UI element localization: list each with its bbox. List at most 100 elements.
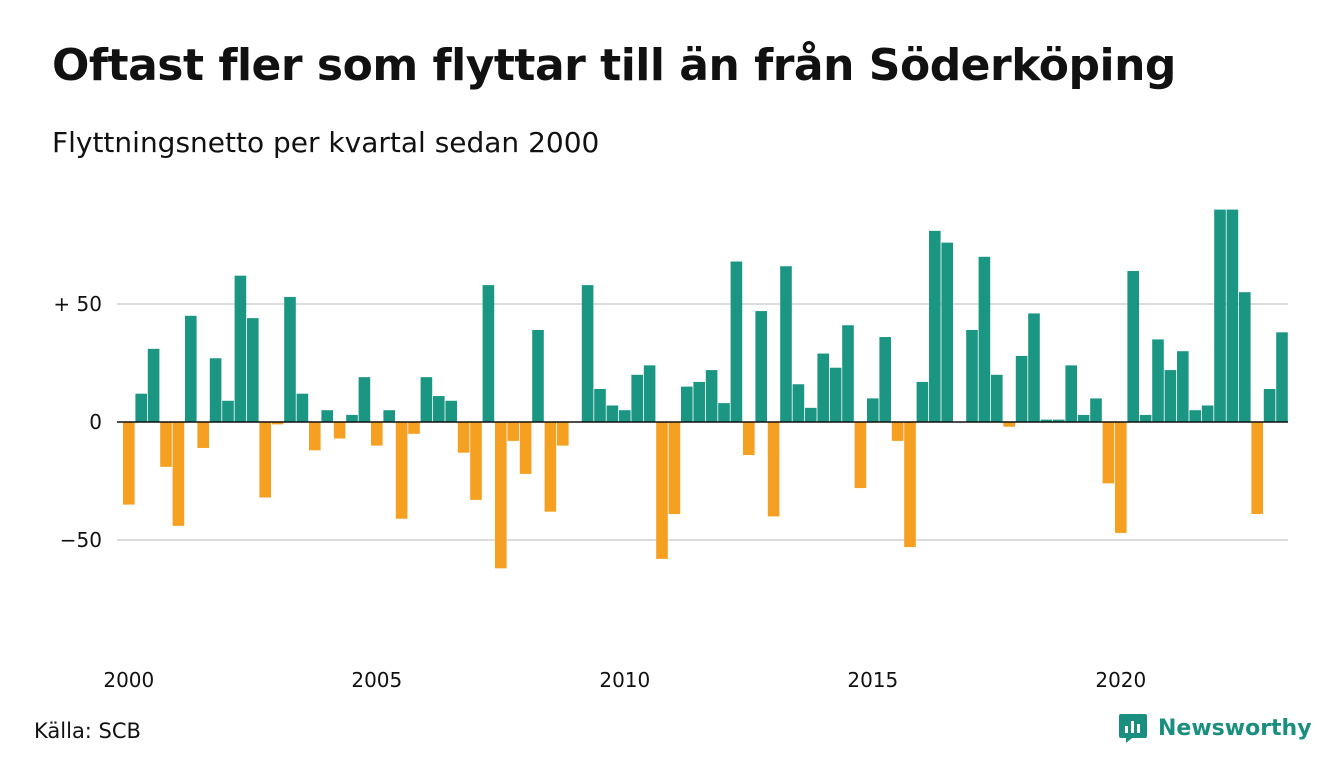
y-axis-ticks: + 50 0 −50 xyxy=(53,292,102,552)
chart-title: Oftast fler som flyttar till än från Söd… xyxy=(52,40,1176,91)
bar-2013Q3 xyxy=(792,384,805,422)
chart-subtitle: Flyttningsnetto per kvartal sedan 2000 xyxy=(52,126,600,159)
grid-lines xyxy=(117,303,1288,541)
x-tick-label: 2010 xyxy=(599,668,650,692)
bar-2001Q2 xyxy=(185,315,197,422)
bar-2022Q2 xyxy=(1226,209,1239,422)
bar-2014Q2 xyxy=(829,367,842,422)
bar-2015Q4 xyxy=(904,422,916,548)
bar-2004Q4 xyxy=(358,377,371,422)
bar-2017Q2 xyxy=(978,256,991,422)
y-tick-label: + 50 xyxy=(53,292,102,316)
bar-2005Q2 xyxy=(383,410,395,422)
bar-2006Q2 xyxy=(433,396,445,422)
bar-2008Q3 xyxy=(544,422,557,512)
bar-2009Q4 xyxy=(606,405,619,422)
bar-2013Q2 xyxy=(780,266,792,422)
bar-2012Q3 xyxy=(743,422,755,456)
source-note: Källa: SCB xyxy=(34,719,141,743)
bar-2004Q2 xyxy=(333,422,346,439)
bar-2006Q4 xyxy=(457,422,470,453)
bar-2007Q2 xyxy=(482,285,495,422)
bar-2020Q4 xyxy=(1152,339,1164,422)
bar-2002Q2 xyxy=(234,275,247,422)
bar-2017Q1 xyxy=(966,329,978,422)
bar-2022Q1 xyxy=(1214,209,1226,422)
bar-2009Q3 xyxy=(594,388,606,422)
bar-2017Q3 xyxy=(991,374,1003,422)
bar-2000Q1 xyxy=(123,422,135,505)
bar-2010Q4 xyxy=(656,422,668,559)
bar-2001Q3 xyxy=(197,422,209,448)
bar-2018Q3 xyxy=(1040,419,1053,422)
bar-2000Q4 xyxy=(160,422,172,467)
bar-2019Q1 xyxy=(1065,365,1077,422)
bar-2004Q1 xyxy=(321,410,333,422)
bar-2018Q4 xyxy=(1053,419,1065,422)
bar-2013Q1 xyxy=(767,422,780,517)
bar-2014Q3 xyxy=(842,325,854,422)
bar-2003Q3 xyxy=(296,393,309,422)
bar-2021Q2 xyxy=(1177,351,1189,422)
bar-2006Q1 xyxy=(420,377,433,422)
bar-2020Q3 xyxy=(1139,414,1152,422)
bar-2005Q1 xyxy=(371,422,383,446)
bar-2010Q2 xyxy=(631,374,643,422)
bar-2016Q1 xyxy=(916,381,929,422)
bar-2000Q2 xyxy=(135,393,147,422)
bar-2015Q2 xyxy=(879,337,891,422)
bar-2011Q1 xyxy=(668,422,681,515)
bar-2003Q4 xyxy=(309,422,321,451)
bar-2009Q2 xyxy=(581,285,594,422)
bar-2014Q1 xyxy=(817,353,829,422)
bar-2007Q1 xyxy=(470,422,482,500)
bar-2010Q3 xyxy=(643,365,656,422)
bar-2002Q4 xyxy=(259,422,271,498)
bar-2021Q3 xyxy=(1189,410,1201,422)
bar-2012Q2 xyxy=(730,261,743,422)
bar-2021Q4 xyxy=(1201,405,1214,422)
bar-2023Q1 xyxy=(1263,388,1276,422)
bar-2005Q4 xyxy=(408,422,420,434)
bar-2011Q4 xyxy=(705,370,718,422)
bar-2014Q4 xyxy=(854,422,867,489)
bar-2010Q1 xyxy=(619,410,631,422)
bar-2008Q2 xyxy=(532,329,544,422)
x-tick-label: 2005 xyxy=(351,668,402,692)
bars xyxy=(123,209,1288,569)
bar-2012Q4 xyxy=(755,311,767,422)
bar-2001Q4 xyxy=(209,358,222,422)
bar-2022Q3 xyxy=(1239,292,1251,422)
brand-name: Newsworthy xyxy=(1158,715,1312,741)
bar-2013Q4 xyxy=(805,407,817,422)
bar-2016Q3 xyxy=(941,242,953,422)
brand-logo: Newsworthy xyxy=(1118,712,1312,744)
bar-2000Q3 xyxy=(147,348,160,422)
x-tick-label: 2000 xyxy=(103,668,154,692)
bar-2007Q3 xyxy=(495,422,507,569)
bar-2020Q1 xyxy=(1115,422,1127,533)
bar-2020Q2 xyxy=(1127,270,1139,422)
bar-2019Q4 xyxy=(1102,422,1115,484)
y-tick-label: −50 xyxy=(60,528,102,552)
bar-2003Q2 xyxy=(284,296,296,422)
bar-2003Q1 xyxy=(271,422,284,425)
x-tick-label: 2015 xyxy=(847,668,898,692)
bar-2019Q2 xyxy=(1077,414,1090,422)
bar-2006Q3 xyxy=(445,400,457,422)
bar-2002Q1 xyxy=(222,400,234,422)
x-axis-ticks: 2000 2005 2010 2015 2020 xyxy=(103,668,1146,692)
bar-2008Q4 xyxy=(557,422,569,446)
bar-2011Q2 xyxy=(681,386,693,422)
bar-2015Q1 xyxy=(867,398,879,422)
bar-2007Q4 xyxy=(507,422,519,441)
bar-2008Q1 xyxy=(519,422,532,474)
bar-2018Q2 xyxy=(1028,313,1040,422)
bar-2019Q3 xyxy=(1090,398,1102,422)
bar-2011Q3 xyxy=(693,381,705,422)
bar-2002Q3 xyxy=(247,318,259,422)
bar-2005Q3 xyxy=(395,422,408,519)
bar-2023Q2 xyxy=(1276,332,1288,422)
x-tick-label: 2020 xyxy=(1095,668,1146,692)
bar-2017Q4 xyxy=(1003,422,1015,427)
